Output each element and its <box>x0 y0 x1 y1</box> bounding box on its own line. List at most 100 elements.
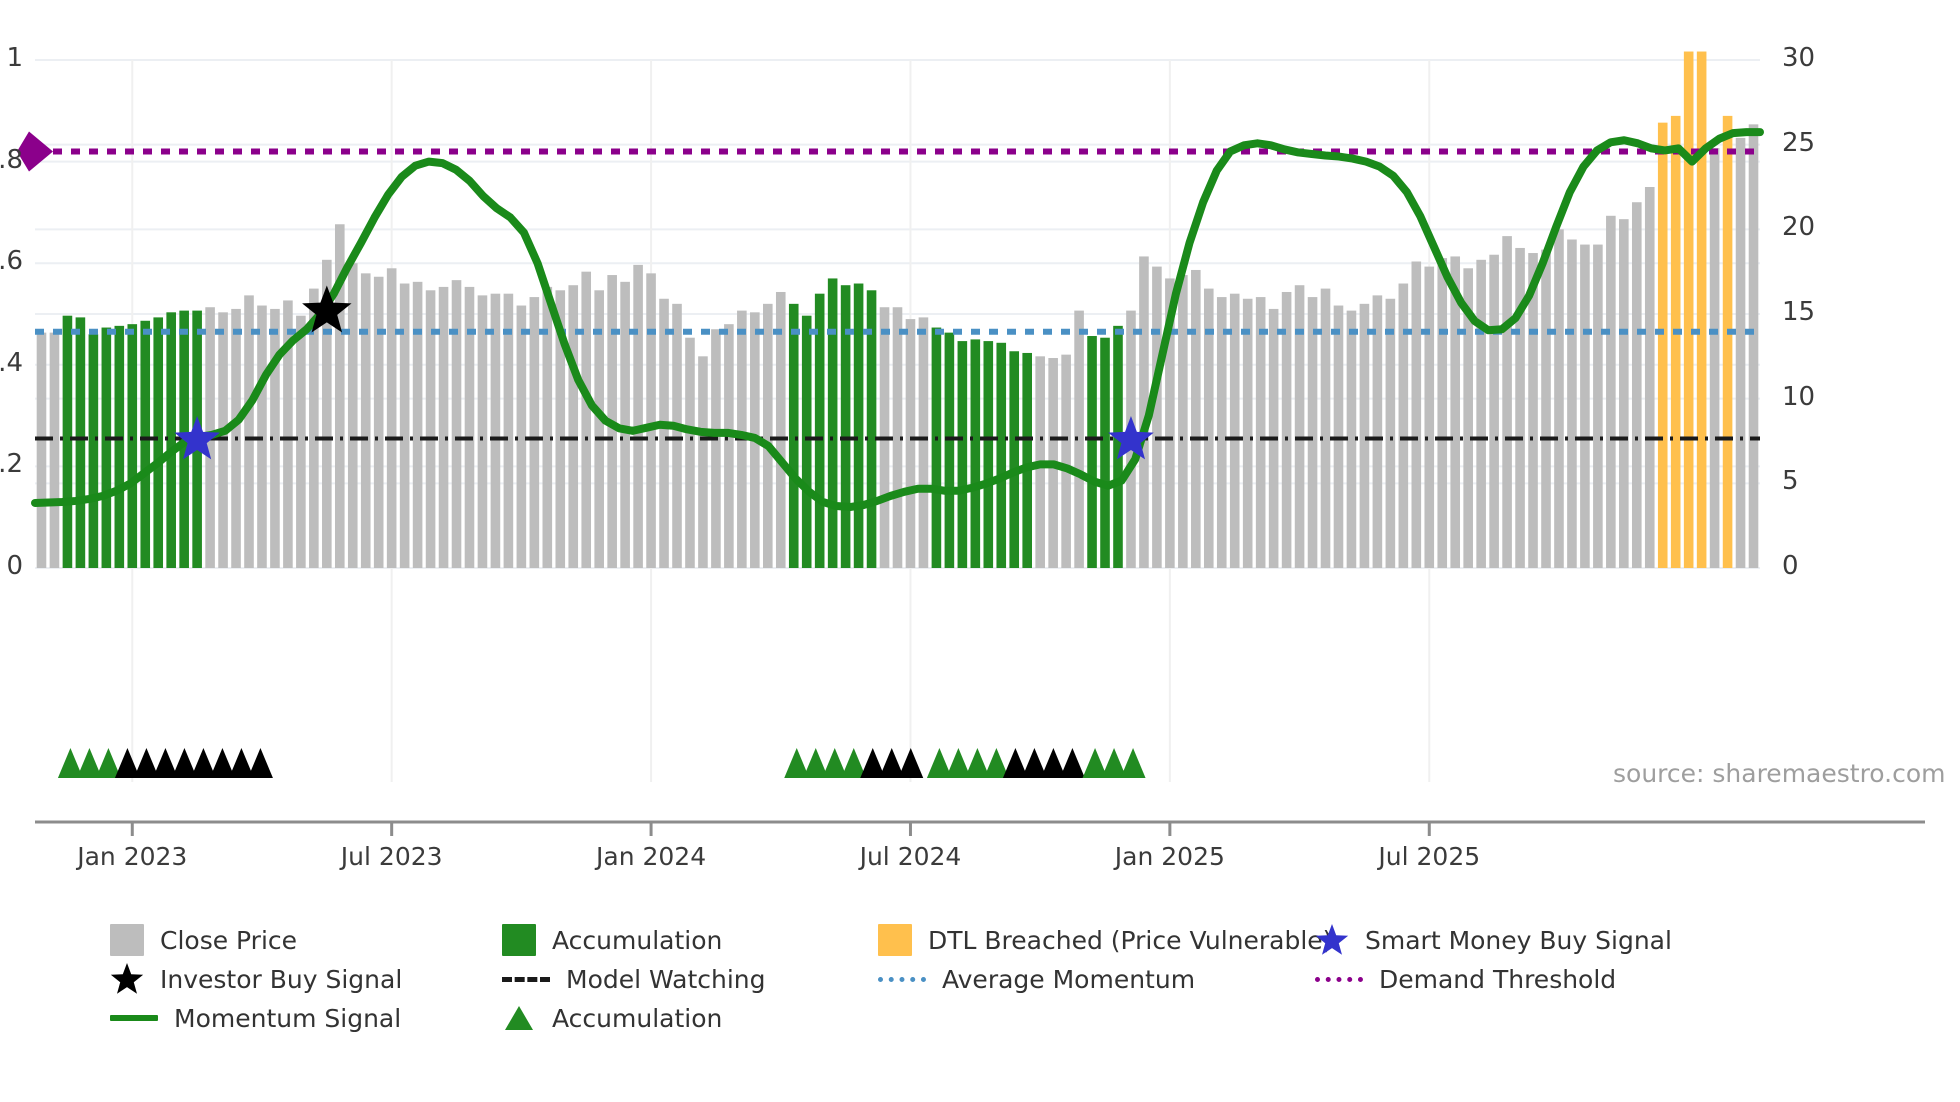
price-bar <box>801 315 812 568</box>
price-bar <box>840 285 851 568</box>
price-bar <box>594 290 604 568</box>
price-bar <box>1165 278 1175 568</box>
legend-label: Demand Threshold <box>1379 964 1617 994</box>
x-tick-3: Jul 2024 <box>859 842 962 871</box>
model-watching-triangle <box>209 748 235 778</box>
source-attribution: source: sharemaestro.com <box>1613 759 1946 788</box>
accumulation-triangle <box>964 748 990 778</box>
investor-buy-signal-marker <box>302 285 352 333</box>
price-bar <box>698 356 708 568</box>
legend-model-watching[interactable]: Model Watching <box>502 961 766 997</box>
price-bar <box>1320 288 1331 568</box>
price-bar <box>1696 51 1707 568</box>
price-bar <box>1216 297 1227 568</box>
price-bar <box>1242 298 1253 568</box>
price-bar <box>1398 283 1409 568</box>
price-bar <box>1074 310 1084 568</box>
legend-momentum-signal[interactable]: Momentum Signal <box>110 1000 401 1036</box>
price-bar <box>1735 137 1746 568</box>
price-bar <box>386 268 397 568</box>
legend-smart-money-buy-signal[interactable]: Smart Money Buy Signal <box>1315 922 1672 958</box>
price-bar <box>1307 297 1318 568</box>
legend-accumulation-bar[interactable]: Accumulation <box>502 922 722 958</box>
x-tick-5: Jul 2025 <box>1378 842 1481 871</box>
model-watching-triangle <box>1040 748 1066 778</box>
model-watching-triangle <box>228 748 254 778</box>
legend-average-momentum[interactable]: Average Momentum <box>878 961 1195 997</box>
price-bar <box>1554 229 1564 568</box>
price-bar <box>1294 285 1305 568</box>
x-tick-1: Jul 2023 <box>340 842 443 871</box>
legend-demand-threshold[interactable]: Demand Threshold <box>1315 961 1616 997</box>
y-left-tick-2: 0.4 <box>0 347 23 378</box>
legend-close-price[interactable]: Close Price <box>110 922 297 958</box>
price-bar <box>1424 266 1435 568</box>
price-bar <box>1178 275 1188 568</box>
price-bar <box>1450 256 1461 568</box>
price-bar <box>347 263 358 568</box>
price-bar <box>996 342 1007 568</box>
price-bar <box>490 293 501 568</box>
price-bar <box>1372 295 1383 568</box>
price-bar <box>1203 288 1214 568</box>
price-bar <box>1385 298 1396 568</box>
price-bar <box>1567 239 1577 569</box>
price-bar <box>140 320 151 568</box>
price-bar <box>788 303 799 568</box>
price-bar <box>322 259 332 568</box>
price-bar <box>1009 351 1020 568</box>
price-bar <box>555 290 566 568</box>
price-bar <box>477 295 488 568</box>
price-bar <box>1346 310 1357 568</box>
model-watching-triangle <box>152 748 178 778</box>
price-bar <box>1631 202 1642 569</box>
accumulation-triangle <box>1120 748 1146 778</box>
price-bar <box>1061 354 1071 568</box>
y-left-tick-4: 0.8 <box>0 144 23 175</box>
price-bar <box>464 286 475 568</box>
model-watching-triangle <box>190 748 216 778</box>
accumulation-triangle <box>1082 748 1108 778</box>
price-bar <box>1657 122 1668 569</box>
price-bar <box>114 325 125 568</box>
price-bar <box>620 281 630 568</box>
price-bar <box>360 273 371 568</box>
price-bar <box>1411 261 1422 568</box>
price-bar <box>62 315 73 568</box>
legend-investor-buy-signal[interactable]: Investor Buy Signal <box>110 961 402 997</box>
legend-accumulation-triangle[interactable]: Accumulation <box>502 1000 722 1036</box>
y-right-tick-1: 5 <box>1782 466 1799 497</box>
price-bar <box>724 324 734 568</box>
model-watching-triangle <box>1059 748 1085 778</box>
price-bar <box>983 341 994 568</box>
price-bar <box>1139 256 1149 568</box>
price-bar <box>75 317 86 568</box>
price-bar <box>1229 293 1240 568</box>
price-bar <box>153 317 164 568</box>
price-bar <box>451 280 462 568</box>
legend-label: Momentum Signal <box>174 1003 402 1033</box>
y-right-tick-4: 20 <box>1782 212 1816 243</box>
smart-money-buy-signal-marker <box>1108 415 1154 460</box>
accumulation-triangle <box>926 748 952 778</box>
price-bar <box>1541 249 1551 568</box>
price-bar <box>659 298 669 568</box>
price-bar <box>685 337 695 568</box>
model-watching-triangle <box>898 748 924 778</box>
accumulation-triangle <box>1101 748 1127 778</box>
model-watching-triangle <box>247 748 273 778</box>
x-tick-2: Jan 2024 <box>596 842 707 871</box>
price-bar <box>1152 266 1162 568</box>
legend-dtl-breached[interactable]: DTL Breached (Price Vulnerable) <box>878 922 1332 958</box>
price-bar <box>1087 336 1097 568</box>
price-bar <box>270 308 280 568</box>
legend-swatch-square <box>502 924 536 956</box>
price-bar <box>1580 244 1590 568</box>
price-bar <box>814 293 825 568</box>
price-bar <box>944 332 955 568</box>
price-bar <box>931 327 942 568</box>
accumulation-triangle <box>76 748 102 778</box>
price-bar <box>1255 297 1266 568</box>
